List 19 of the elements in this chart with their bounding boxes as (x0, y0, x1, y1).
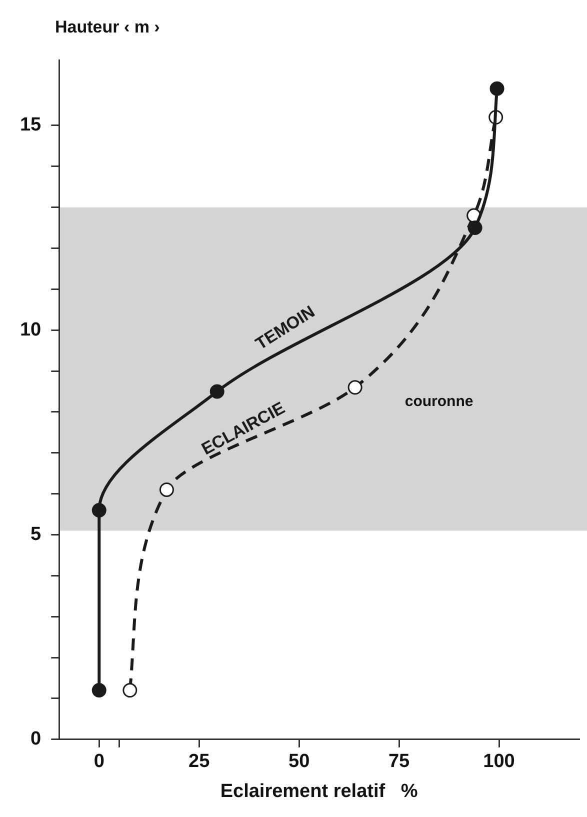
x-tick-label: 25 (188, 751, 210, 772)
point (210, 384, 224, 399)
x-tick-label: 100 (483, 751, 515, 772)
point (490, 81, 504, 96)
band-label: couronne (404, 392, 474, 410)
x-tick-label: 75 (388, 751, 410, 772)
x-tick-label: 0 (94, 751, 104, 772)
y-tick-label: 15 (20, 114, 42, 136)
y-tick-label: 0 (30, 728, 42, 750)
point (468, 220, 482, 236)
point (92, 502, 106, 518)
x-tick-label: 50 (288, 751, 310, 772)
y-axis-title: Hauteur ‹ m › (55, 18, 160, 37)
x-axis-title: Eclairement relatif % (220, 780, 418, 802)
point (159, 482, 174, 497)
point (348, 380, 362, 395)
y-tick-label: 5 (30, 524, 42, 545)
point (92, 683, 106, 698)
y-tick-label: 10 (20, 319, 42, 340)
